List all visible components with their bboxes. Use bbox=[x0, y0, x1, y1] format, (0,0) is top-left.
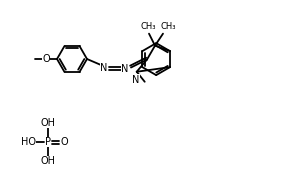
Text: OH: OH bbox=[41, 118, 55, 128]
Text: N: N bbox=[121, 64, 129, 74]
Text: HO: HO bbox=[21, 137, 35, 147]
Text: P: P bbox=[45, 137, 51, 147]
Text: O: O bbox=[42, 54, 50, 64]
Text: N: N bbox=[132, 75, 139, 85]
Text: OH: OH bbox=[41, 156, 55, 166]
Text: O: O bbox=[60, 137, 68, 147]
Text: N: N bbox=[100, 63, 108, 73]
Text: CH₃: CH₃ bbox=[140, 22, 156, 31]
Text: CH₃: CH₃ bbox=[160, 22, 176, 31]
